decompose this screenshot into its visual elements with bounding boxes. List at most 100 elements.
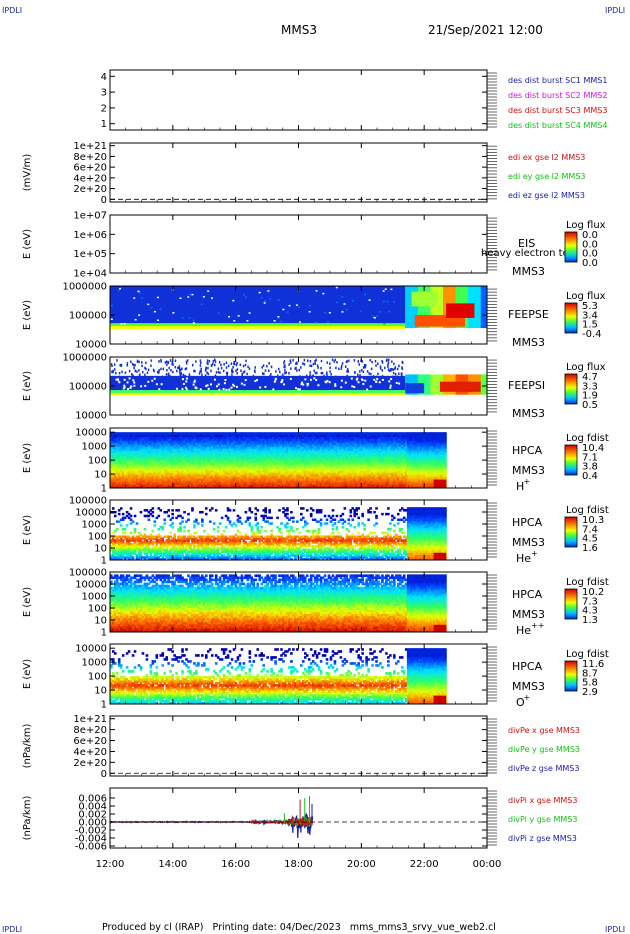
spectro-cell	[240, 464, 244, 467]
spectro-cell	[303, 460, 307, 463]
spectro-cell	[317, 432, 321, 435]
spectro-cell	[228, 484, 232, 487]
spectro-cell	[270, 452, 273, 455]
spectro-cell	[135, 476, 139, 479]
spectro-cell	[276, 438, 279, 441]
spectro-cell	[161, 462, 165, 465]
spectro-cell	[238, 476, 242, 479]
spectro-cell	[274, 482, 277, 485]
spectro-cell	[359, 458, 362, 461]
spectro-cell	[286, 476, 289, 479]
spectro-speck	[232, 370, 234, 374]
spectro-speck	[237, 315, 240, 317]
spectro-cell	[187, 482, 190, 485]
spectro-cell	[359, 462, 362, 465]
spectro-cell	[242, 458, 246, 461]
spectro-cell	[110, 480, 113, 483]
spectro-cell	[232, 470, 236, 473]
spectro-cell	[339, 480, 343, 483]
spectro-cell	[181, 478, 184, 481]
spectro-cell	[290, 448, 293, 451]
spectro-cell	[208, 442, 212, 445]
spectro-speck	[230, 376, 233, 380]
spectro-cell	[171, 478, 174, 481]
spectro-cell	[357, 446, 360, 449]
spectro-cell	[183, 484, 186, 487]
spectro-cell	[323, 474, 327, 477]
spectro-cell	[145, 450, 149, 453]
spectro-cell	[246, 464, 250, 467]
spectro-cell	[143, 448, 147, 451]
spectro-cell	[258, 456, 262, 459]
spectro-cell	[191, 468, 194, 471]
spectro-cell	[145, 446, 149, 449]
spectro-cell	[321, 484, 325, 487]
spectro-cell	[260, 440, 264, 443]
spectro-cell	[367, 476, 370, 479]
spectro-cell	[250, 434, 254, 437]
spectro-cell	[203, 448, 206, 451]
spectro-cell	[185, 444, 188, 447]
spectro-speck	[121, 376, 124, 379]
spectro-speck	[367, 376, 370, 380]
spectro-cell	[280, 460, 283, 463]
spectro-cell	[165, 450, 168, 453]
spectro-cell	[309, 484, 313, 487]
spectro-cell	[250, 454, 254, 457]
spectro-cell	[139, 484, 143, 487]
spectro-cell	[260, 474, 264, 477]
spectro-cell	[212, 442, 216, 445]
spectro-cell	[220, 444, 224, 447]
spectro-cell	[296, 466, 299, 469]
spectro-cell	[339, 486, 343, 488]
spectro-cell	[367, 452, 370, 455]
spectro-cell	[121, 482, 125, 485]
spectro-cell	[347, 474, 351, 477]
spectro-cell	[337, 442, 341, 445]
spectro-cell	[125, 436, 129, 439]
spectro-cell	[272, 476, 275, 479]
spectro-cell	[321, 450, 325, 453]
spectro-cell	[110, 470, 113, 473]
spectro-cell	[335, 436, 339, 439]
spectro-cell	[327, 466, 331, 469]
spectro-cell	[317, 434, 321, 437]
spectro-cell	[369, 480, 372, 483]
spectro-cell	[367, 480, 370, 483]
spectro-cell	[113, 456, 117, 459]
spectro-cell	[177, 478, 180, 481]
spectro-cell	[226, 456, 230, 459]
spectro-cell	[361, 446, 364, 449]
spectro-cell	[113, 444, 117, 447]
instrument-label: FEEPSI	[508, 379, 545, 392]
spectro-cell	[193, 440, 196, 443]
spectro-cell	[276, 432, 279, 435]
spectro-cell	[169, 456, 172, 459]
spectro-cell	[313, 486, 317, 488]
ytick-label: 10000	[75, 411, 107, 422]
spectro-speck	[210, 378, 212, 382]
spectro-cell	[264, 444, 267, 447]
spectro-cell	[383, 450, 386, 453]
spectro-cell	[377, 446, 380, 449]
spectro-cell	[210, 466, 214, 469]
spectro-speck	[202, 296, 205, 298]
spectro-cell	[256, 454, 260, 457]
spectro-cell	[232, 482, 236, 485]
spectro-cell	[113, 460, 117, 463]
spectro-cell	[191, 434, 194, 437]
spectro-cell	[145, 484, 149, 487]
spectro-speck	[244, 296, 247, 299]
spectro-cell	[177, 436, 180, 439]
spectro-cell	[369, 484, 372, 487]
spectro-cell	[305, 466, 309, 469]
spectro-cell	[139, 458, 143, 461]
spectro-cell	[331, 454, 335, 457]
spectro-cell	[147, 458, 151, 461]
spectro-cell	[260, 454, 264, 457]
spectro-cell	[323, 466, 327, 469]
spectro-speck	[244, 379, 247, 382]
spectro-cell	[313, 458, 317, 461]
spectro-cell	[248, 452, 252, 455]
spectro-cell	[129, 440, 133, 443]
